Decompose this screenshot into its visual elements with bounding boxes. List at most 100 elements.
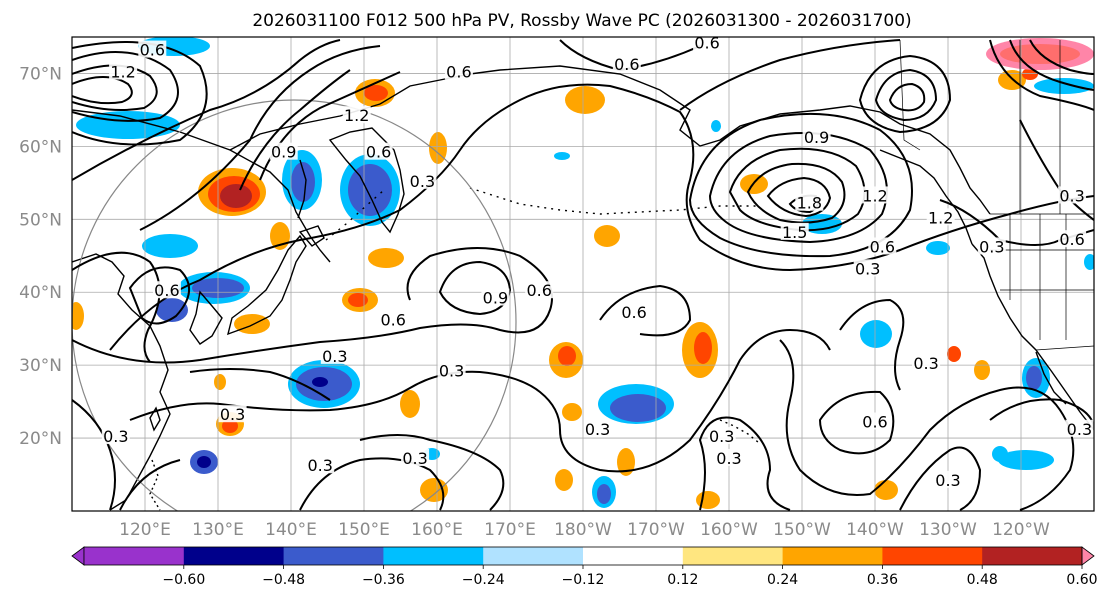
contour-label-text: 0.3 <box>709 427 734 446</box>
negative-anomaly <box>348 164 392 216</box>
pv-contour <box>679 39 901 111</box>
contour-label-bg <box>707 427 736 445</box>
contour-label: 1.5 <box>780 222 809 242</box>
contour-label-bg <box>101 427 130 445</box>
pv-contour <box>858 54 952 134</box>
negative-anomaly <box>860 320 892 348</box>
map-title: 2026031100 F012 500 hPa PV, Rossby Wave … <box>252 11 911 31</box>
contour-label: 0.6 <box>620 303 649 322</box>
colorbar-segment <box>982 547 1083 565</box>
colorbar <box>71 546 1095 566</box>
map-frame <box>71 36 1095 512</box>
negative-anomaly <box>197 456 211 468</box>
contour-label: 0.6 <box>364 142 393 162</box>
lat-tick-label: 20°N <box>19 429 62 449</box>
lat-tick-label: 70°N <box>19 64 62 84</box>
pv-contour <box>438 260 512 316</box>
positive-anomaly <box>234 314 270 334</box>
colorbar-segment <box>882 547 983 565</box>
positive-anomaly <box>694 332 712 364</box>
pv-contour <box>888 82 926 112</box>
pv-contour <box>746 162 846 224</box>
contour-label-text: 1.2 <box>928 208 953 227</box>
colorbar-segment <box>383 547 484 565</box>
contour-label-text: 0.9 <box>271 143 296 162</box>
contour-label: 0.6 <box>1058 230 1087 249</box>
contour-label-bg <box>444 62 473 80</box>
coastline-alaska-panhandle <box>879 149 973 245</box>
contour-label-text: 0.6 <box>366 143 391 162</box>
lon-tick-label: 160°E <box>411 520 463 540</box>
border-canada-provinces <box>1019 40 1061 214</box>
colorbar-tick-label: 0.36 <box>867 572 898 588</box>
positive-anomaly <box>364 85 388 101</box>
pv-contour <box>899 446 982 511</box>
positive-anomaly <box>368 248 404 268</box>
positive-anomaly <box>222 419 238 433</box>
contour-label: 1.2 <box>926 208 955 227</box>
negative-anomaly <box>291 162 315 202</box>
negative-anomaly <box>554 152 570 160</box>
contour-label-text: 1.2 <box>110 62 135 81</box>
colorbar-ticks: −0.60 −0.48 −0.36 −0.24 −0.12 0.12 0.24 0.36 0.4… <box>162 565 1098 588</box>
contour-label-bg <box>934 470 962 488</box>
lon-tick-label: 160°W <box>700 520 758 540</box>
colorbar-segment <box>583 547 684 565</box>
coastline-kuril <box>325 189 385 241</box>
contour-label-bg <box>802 128 831 146</box>
pv-contour <box>299 457 445 511</box>
contour-label-text: 0.6 <box>526 281 551 300</box>
pv-contour <box>1029 39 1094 75</box>
contour-label-text: 0.6 <box>154 281 179 300</box>
contour-labels: 0.6 1.2 0.9 1.2 0.6 0.3 0.6 0.6 0.6 0.9 1.2 1.8 1.5 1… <box>101 33 1094 490</box>
contour-label-text: 0.6 <box>140 41 165 60</box>
contour-label-text: 0.3 <box>585 420 610 439</box>
lon-tick-label: 130°W <box>919 520 977 540</box>
colorbar-segment <box>84 547 185 565</box>
contour-label: 0.3 <box>934 470 962 490</box>
positive-anomaly <box>555 469 573 491</box>
pv-contour <box>989 39 1094 111</box>
latitude-labels: 20°N 30°N 40°N 50°N 60°N 70°N <box>19 64 62 449</box>
positive-anomaly <box>348 293 368 307</box>
lat-tick-label: 40°N <box>19 283 62 303</box>
contour-label-text: 0.6 <box>446 62 471 81</box>
map-area: 0.6 1.2 0.9 1.2 0.6 0.3 0.6 0.6 0.6 0.9 1.2 1.8 1.5 1… <box>72 33 1094 511</box>
contour-label-bg <box>861 412 889 430</box>
contour-label-text: 1.2 <box>344 106 369 125</box>
positive-anomaly <box>562 403 582 421</box>
contour-label-text: 0.3 <box>103 427 128 446</box>
contour-label-bg <box>218 405 247 423</box>
colorbar-extend-high <box>1081 546 1095 566</box>
pv-contour <box>698 416 791 511</box>
negative-anomaly <box>998 450 1054 470</box>
contour-label-bg <box>912 354 941 372</box>
contour-label-text: 0.6 <box>694 33 719 52</box>
border-alaska-canada <box>899 39 921 151</box>
contour-label-text: 0.3 <box>439 361 464 380</box>
longitude-labels: 120°E 130°E 140°E 150°E 160°E 170°E 180°W 170°W… <box>119 520 1050 540</box>
positive-anomaly <box>565 86 605 114</box>
contour-label-text: 0.6 <box>380 310 405 329</box>
coastline-sakhalin <box>297 159 307 219</box>
lon-tick-label: 130°E <box>192 520 244 540</box>
pv-contour <box>1009 39 1094 91</box>
contour-label: 0.3 <box>437 361 466 380</box>
coastline-kamchatka <box>328 127 405 234</box>
contour-label-bg <box>977 237 1006 255</box>
pv-contour <box>109 83 1094 351</box>
contour-label-text: 0.3 <box>402 449 427 468</box>
pv-contour <box>359 434 505 511</box>
pv-contour <box>129 328 831 473</box>
contour-label: 0.6 <box>693 33 722 52</box>
contour-label: 1.2 <box>109 62 138 81</box>
coastline-russia-east <box>72 109 331 263</box>
colorbar-tick-label: 0.24 <box>767 572 798 588</box>
contour-label-bg <box>437 361 466 379</box>
contour-label-bg <box>379 310 408 328</box>
contour-label: 0.6 <box>525 281 554 300</box>
lon-tick-label: 120°E <box>119 520 171 540</box>
contour-label-bg <box>693 37 722 51</box>
lon-tick-label: 170°E <box>484 520 536 540</box>
colorbar-tick-label: −0.60 <box>162 572 205 588</box>
